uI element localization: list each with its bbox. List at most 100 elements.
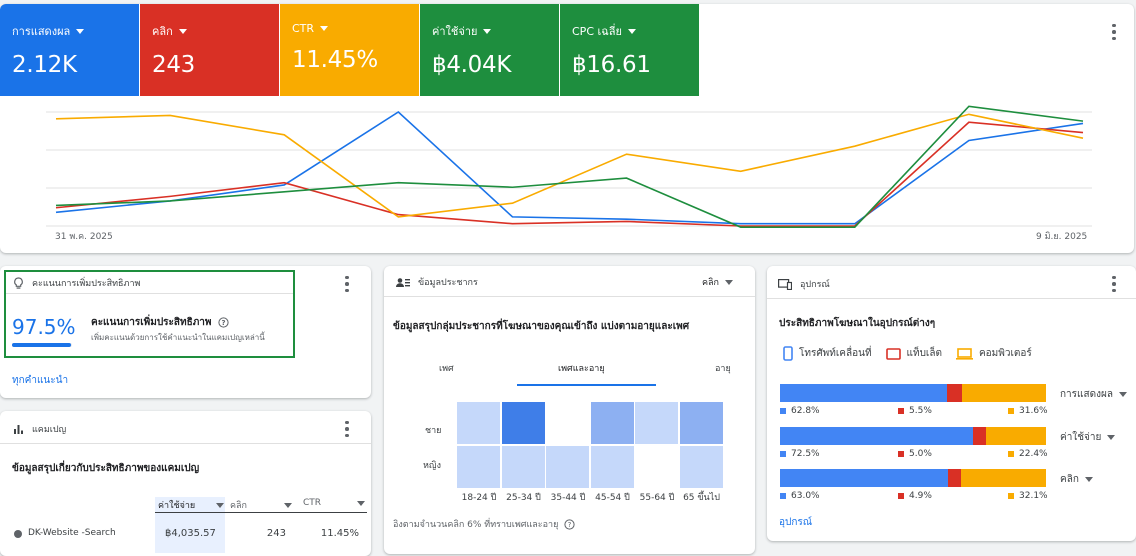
metric-tile[interactable]: CTR 11.45%	[280, 4, 419, 96]
demographics-metric-label: คลิก	[702, 278, 719, 288]
help-icon[interactable]: ?	[217, 317, 229, 328]
tablet-icon	[885, 347, 901, 360]
campaigns-header-label: แคมเปญ	[32, 425, 67, 435]
device-bar-segment	[947, 469, 961, 487]
metric-label: CPC เฉลี่ย	[572, 25, 622, 38]
lightbulb-icon	[14, 276, 23, 289]
device-pct: 5.0%	[909, 449, 932, 459]
metric-value: ฿16.61	[572, 52, 651, 78]
legend-swatch	[1008, 451, 1014, 457]
campaigns-summary: ข้อมูลสรุปเกี่ยวกับประสิทธิภาพของแคมเปญ	[12, 463, 200, 474]
optimization-desc: เพิ่มคะแนนด้วยการใช้คำแนะนำในแคมเปญเหล่า…	[91, 333, 265, 342]
help-icon[interactable]: ?	[564, 518, 575, 530]
optimization-header: คะแนนการเพิ่มประสิทธิภาพ	[13, 276, 140, 290]
heatmap-cell	[457, 445, 500, 488]
heatmap-cell	[501, 445, 545, 488]
devices-icon	[778, 278, 792, 290]
svg-text:?: ?	[221, 319, 225, 327]
devices-legend: โทรศัพท์เคลื่อนที่ แท็บเล็ต คอมพิวเตอร์	[783, 346, 1032, 361]
sorted-column-highlight	[155, 497, 225, 553]
demographics-metric-dropdown[interactable]: คลิก	[702, 275, 733, 289]
phone-icon	[783, 346, 793, 361]
devices-header-label: อุปกรณ์	[800, 280, 830, 290]
caret-down-icon	[1107, 435, 1116, 440]
caret-down-icon	[725, 279, 733, 285]
device-pct-row: 72.5% 5.0% 22.4%	[780, 449, 1048, 461]
metric-value: ฿4.04K	[432, 52, 512, 78]
all-recommendations-link[interactable]: ทุกคำแนะนำ	[12, 375, 69, 386]
legend-swatch	[898, 451, 904, 457]
optimization-score[interactable]: 97.5%	[12, 315, 76, 339]
col-cost-header[interactable]: ค่าใช้จ่าย	[158, 498, 224, 512]
tab-gender-age[interactable]: เพศและอายุ	[558, 364, 605, 374]
device-bar	[780, 384, 1046, 402]
legend-swatch	[1008, 493, 1014, 499]
campaigns-menu-icon[interactable]	[340, 419, 354, 439]
campaign-name: DK-Website -Search	[28, 528, 116, 538]
overview-menu-icon[interactable]	[1107, 22, 1121, 42]
metric-tile[interactable]: ค่าใช้จ่าย ฿4.04K	[420, 4, 559, 96]
legend-swatch	[898, 493, 904, 499]
legend-tablet: แท็บเล็ต	[885, 346, 942, 361]
device-metric-dropdown[interactable]: ค่าใช้จ่าย	[1060, 430, 1116, 445]
device-pct: 22.4%	[1019, 449, 1048, 459]
overview-card: การแสดงผล 2.12K คลิก 243 CTR 11.45% ค่าใช้จ่าย…	[0, 4, 1134, 253]
performance-line-chart	[46, 105, 1092, 228]
demographics-header-label: ข้อมูลประชากร	[418, 278, 478, 288]
legend-swatch	[780, 493, 786, 499]
device-metric-label: ค่าใช้จ่าย	[1060, 432, 1102, 443]
metric-tile[interactable]: CPC เฉลี่ย฿16.61	[560, 4, 699, 96]
heatmap-cell	[635, 402, 678, 444]
legend-mobile-label: โทรศัพท์เคลื่อนที่	[799, 348, 872, 359]
device-metric-label: คลิก	[1060, 474, 1079, 485]
device-pct: 72.5%	[791, 449, 820, 459]
device-metric-dropdown[interactable]: การแสดงผล	[1060, 387, 1127, 402]
date-end-label: 9 มิ.ย. 2025	[1036, 232, 1088, 242]
metric-tile[interactable]: การแสดงผล 2.12K	[0, 4, 139, 96]
optimization-score-bar	[12, 343, 72, 347]
device-pct: 62.8%	[791, 406, 820, 416]
table-row[interactable]: DK-Website -Search ฿4,035.57 243 11.45%	[0, 521, 371, 549]
metric-tile[interactable]: คลิก 243	[140, 4, 279, 96]
tab-active-indicator	[517, 384, 656, 386]
heatmap-cell	[546, 402, 589, 444]
devices-header: อุปกรณ์	[778, 277, 830, 291]
col-ctr-header[interactable]: CTR	[303, 498, 365, 508]
device-bar	[780, 469, 1046, 487]
device-pct: 5.5%	[909, 406, 932, 416]
legend-swatch	[780, 408, 786, 414]
metric-value: 2.12K	[12, 52, 77, 78]
metric-value: 243	[152, 52, 195, 78]
series-line-0	[55, 110, 1084, 225]
device-bar-segment	[973, 427, 987, 445]
device-metric-label: การแสดงผล	[1060, 389, 1113, 400]
devices-link[interactable]: อุปกรณ์	[779, 517, 813, 528]
caret-down-icon	[178, 28, 187, 34]
demographics-footnote: อิงตามจำนวนคลิก 6% ที่ทราบเพศและอายุ	[393, 520, 559, 530]
tab-age[interactable]: อายุ	[715, 364, 731, 374]
legend-swatch	[1008, 408, 1014, 414]
legend-computer: คอมพิวเตอร์	[955, 346, 1032, 361]
devices-menu-icon[interactable]	[1107, 274, 1121, 294]
legend-swatch	[780, 451, 786, 457]
col-clicks-label: คลิก	[230, 501, 247, 511]
divider	[6, 293, 293, 294]
device-bar-segment	[960, 469, 1046, 487]
laptop-icon	[955, 347, 973, 360]
divider	[767, 298, 1136, 299]
age-label: 25-34 ปี	[506, 493, 541, 503]
device-metric-dropdown[interactable]: คลิก	[1060, 472, 1093, 487]
campaign-ctr: 11.45%	[320, 528, 359, 539]
optimization-menu-icon[interactable]	[340, 274, 354, 294]
row-label-male: ชาย	[425, 426, 442, 436]
legend-computer-label: คอมพิวเตอร์	[978, 348, 1032, 359]
status-dot-icon	[14, 530, 22, 538]
age-label: 55-64 ปี	[639, 493, 675, 503]
col-cost-label: ค่าใช้จ่าย	[158, 501, 196, 511]
tab-gender[interactable]: เพศ	[439, 364, 454, 374]
people-icon	[396, 277, 410, 287]
caret-down-icon	[320, 26, 329, 31]
col-clicks-header[interactable]: คลิก	[230, 498, 292, 512]
optimization-header-label: คะแนนการเพิ่มประสิทธิภาพ	[32, 279, 141, 289]
device-bar-segment	[947, 384, 962, 402]
